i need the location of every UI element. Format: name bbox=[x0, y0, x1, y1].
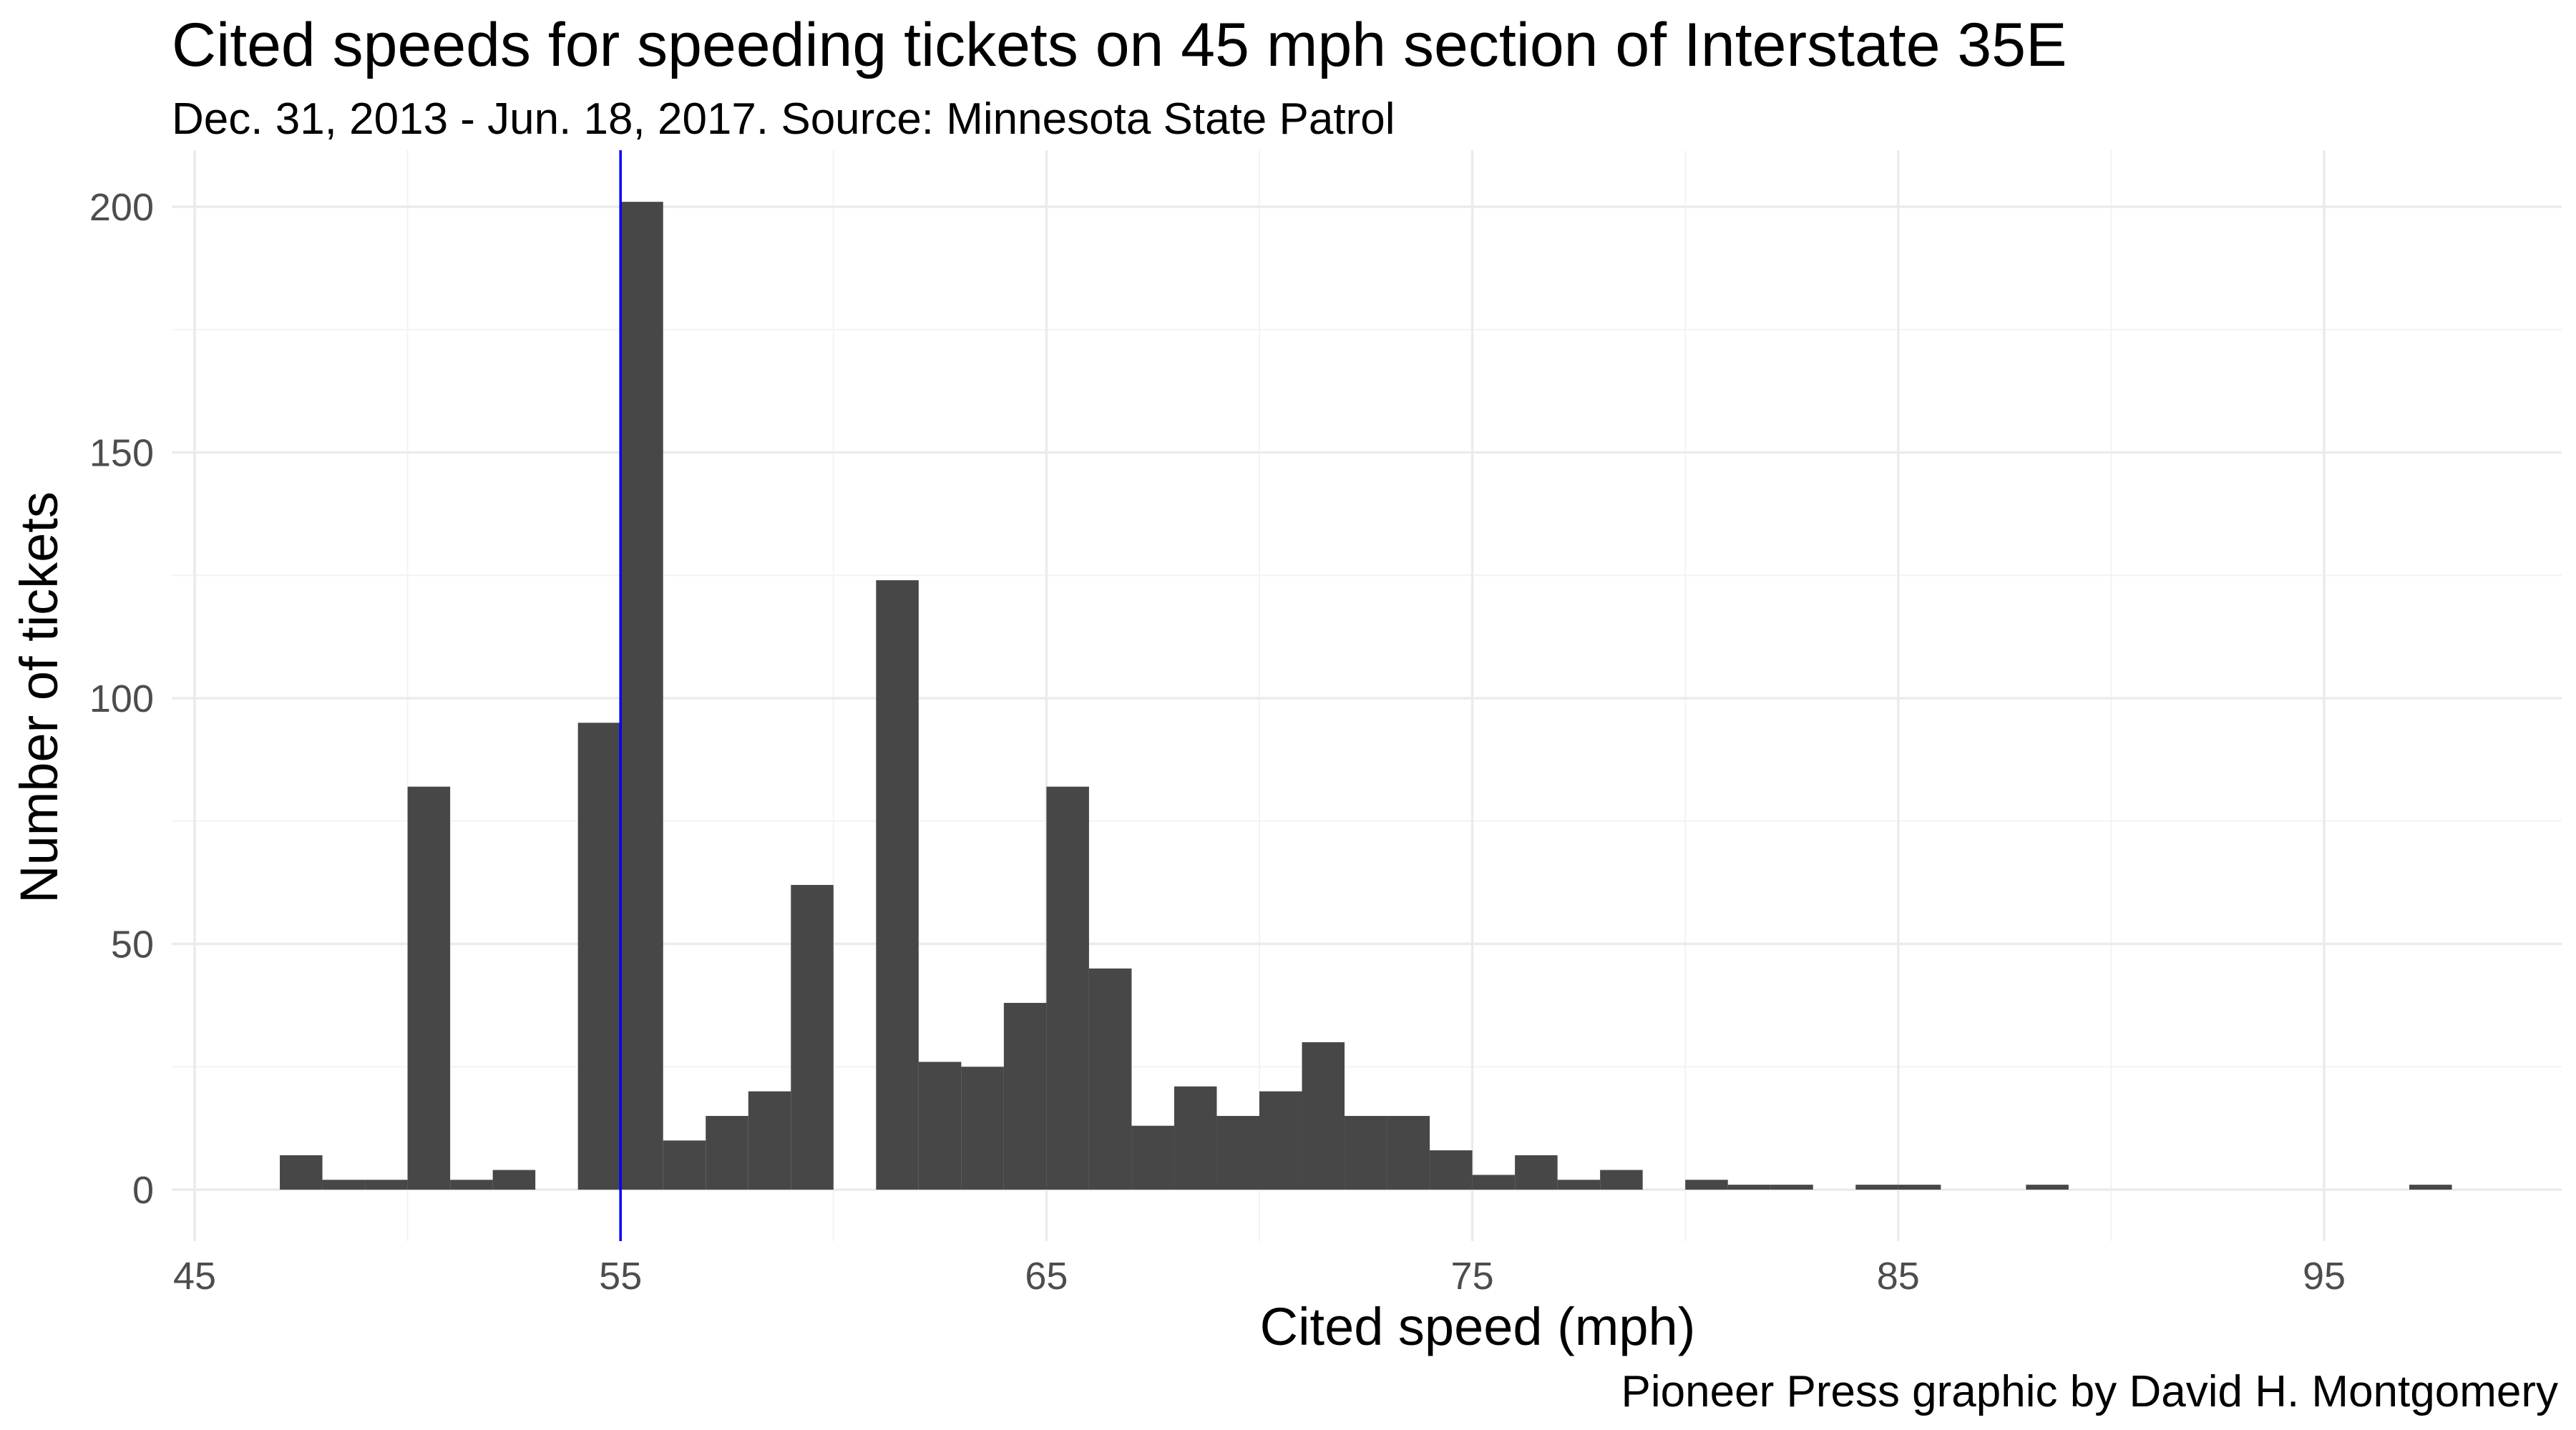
histogram-bar bbox=[1855, 1185, 1898, 1190]
x-tick-label: 75 bbox=[1451, 1255, 1494, 1298]
histogram-bar bbox=[2026, 1185, 2069, 1190]
histogram-bar bbox=[365, 1180, 408, 1190]
histogram-bar bbox=[2409, 1185, 2452, 1190]
histogram-bar bbox=[1088, 968, 1132, 1190]
histogram-bar bbox=[1131, 1125, 1174, 1190]
histogram-bar bbox=[748, 1091, 791, 1190]
y-tick-label: 0 bbox=[132, 1169, 154, 1212]
x-axis-title: Cited speed (mph) bbox=[1260, 1297, 1696, 1356]
y-axis-title: Number of tickets bbox=[9, 491, 69, 903]
histogram-bar bbox=[663, 1140, 706, 1190]
x-tick-label: 45 bbox=[173, 1255, 216, 1298]
histogram-bar bbox=[450, 1180, 493, 1190]
x-tick-label: 85 bbox=[1877, 1255, 1920, 1298]
histogram-bar bbox=[280, 1155, 323, 1190]
histogram-bar bbox=[1046, 786, 1089, 1190]
chart-subtitle: Dec. 31, 2013 - Jun. 18, 2017. Source: M… bbox=[172, 94, 1395, 144]
histogram-bar bbox=[1557, 1180, 1601, 1190]
histogram-bar bbox=[1685, 1180, 1728, 1190]
chart-title: Cited speeds for speeding tickets on 45 … bbox=[172, 11, 2067, 79]
histogram-bar bbox=[876, 580, 919, 1190]
y-tick-label: 150 bbox=[89, 432, 154, 475]
histogram-bar bbox=[1770, 1185, 1813, 1190]
histogram-bar bbox=[1387, 1115, 1430, 1190]
histogram-bar bbox=[1174, 1086, 1217, 1190]
x-axis-ticks: 45 55 65 75 85 95 bbox=[173, 1255, 2346, 1298]
y-axis-ticks: 0 50 100 150 200 bbox=[89, 186, 154, 1212]
histogram-bar bbox=[1430, 1150, 1473, 1190]
histogram-bar bbox=[918, 1062, 962, 1190]
histogram-bar bbox=[1600, 1170, 1643, 1190]
histogram-bar bbox=[791, 885, 834, 1190]
x-tick-label: 65 bbox=[1025, 1255, 1068, 1298]
histogram-bar bbox=[1898, 1185, 1941, 1190]
y-tick-label: 50 bbox=[111, 924, 154, 966]
histogram-bar bbox=[1216, 1115, 1259, 1190]
y-tick-label: 100 bbox=[89, 677, 154, 720]
histogram-bars bbox=[280, 202, 2452, 1190]
histogram-bar bbox=[706, 1115, 748, 1190]
histogram-bar bbox=[1003, 1002, 1047, 1190]
histogram-bar bbox=[620, 202, 663, 1190]
histogram-bar bbox=[1515, 1155, 1558, 1190]
histogram-bar bbox=[961, 1067, 1004, 1190]
histogram-bar bbox=[492, 1170, 536, 1190]
histogram-bar bbox=[322, 1180, 366, 1190]
histogram-bar bbox=[1472, 1175, 1516, 1190]
x-tick-label: 55 bbox=[599, 1255, 642, 1298]
histogram-bar bbox=[1727, 1185, 1771, 1190]
histogram-bar bbox=[1302, 1042, 1345, 1190]
y-tick-label: 200 bbox=[89, 186, 154, 229]
grid-lines bbox=[172, 150, 2562, 1241]
x-tick-label: 95 bbox=[2303, 1255, 2346, 1298]
chart-caption: Pioneer Press graphic by David H. Montgo… bbox=[1621, 1367, 2558, 1416]
histogram-bar bbox=[407, 786, 451, 1190]
histogram-bar bbox=[1259, 1091, 1302, 1190]
histogram-bar bbox=[1345, 1115, 1387, 1190]
histogram-bar bbox=[577, 723, 621, 1190]
